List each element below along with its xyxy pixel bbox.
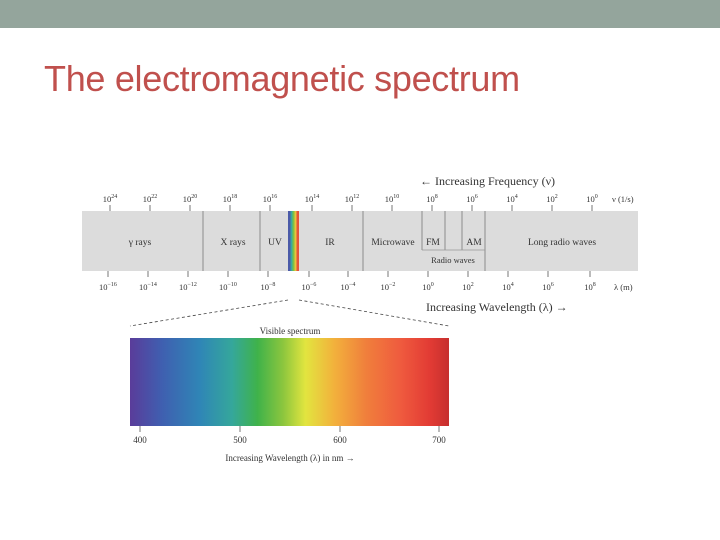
visible-tick-600: 600 — [333, 435, 347, 445]
wl-tick-6: 10−4 — [341, 282, 356, 292]
freq-tick-4: 1016 — [263, 194, 278, 204]
frequency-unit: ν (1/s) — [612, 194, 634, 204]
freq-tick-5: 1014 — [305, 194, 320, 204]
visible-tick-400: 400 — [133, 435, 147, 445]
visible-spectrum-title: Visible spectrum — [260, 326, 321, 336]
zoom-connectors — [129, 299, 450, 327]
visible-ticks: 400 500 600 700 — [133, 435, 446, 445]
wavelength-ticks: 10−16 10−14 10−12 10−10 10−8 10−6 10−4 1… — [99, 282, 633, 292]
wl-tick-0: 10−16 — [99, 282, 117, 292]
region-xray: X rays — [220, 238, 245, 248]
freq-tick-2: 1020 — [183, 194, 198, 204]
wl-tick-12: 108 — [584, 282, 596, 292]
wavelength-tick-marks — [107, 271, 591, 277]
wl-tick-4: 10−8 — [261, 282, 276, 292]
visible-axis-label: Increasing Wavelength (λ) in nm → — [225, 453, 354, 463]
visible-tick-marks — [139, 426, 440, 432]
wl-tick-9: 102 — [462, 282, 474, 292]
frequency-label: ← Increasing Frequency (ν) — [420, 174, 555, 188]
freq-tick-8: 108 — [426, 194, 438, 204]
freq-tick-3: 1018 — [223, 194, 238, 204]
freq-tick-12: 100 — [586, 194, 598, 204]
freq-tick-0: 1024 — [103, 194, 118, 204]
wl-tick-8: 100 — [422, 282, 434, 292]
wl-tick-5: 10−6 — [302, 282, 317, 292]
wl-tick-7: 10−2 — [381, 282, 396, 292]
wl-tick-1: 10−14 — [139, 282, 157, 292]
spectrum-band — [82, 211, 638, 271]
region-fm: FM — [426, 238, 440, 248]
visible-tick-500: 500 — [233, 435, 247, 445]
wl-tick-3: 10−10 — [219, 282, 237, 292]
freq-tick-7: 1010 — [385, 194, 400, 204]
region-uv: UV — [268, 238, 282, 248]
wl-tick-2: 10−12 — [179, 282, 197, 292]
freq-tick-10: 104 — [506, 194, 518, 204]
freq-tick-6: 1012 — [345, 194, 360, 204]
freq-tick-11: 102 — [546, 194, 558, 204]
region-am: AM — [466, 238, 482, 248]
region-ir: IR — [325, 238, 335, 248]
visible-spectrum-bar — [130, 338, 449, 426]
frequency-ticks: 1024 1022 1020 1018 1016 1014 1012 1010 … — [103, 194, 634, 204]
wl-tick-11: 106 — [542, 282, 554, 292]
visible-sliver — [288, 211, 299, 271]
wl-tick-10: 104 — [502, 282, 514, 292]
wavelength-unit: λ (m) — [614, 282, 633, 292]
top-bar — [0, 0, 720, 28]
region-gamma: γ rays — [128, 238, 152, 248]
freq-tick-9: 106 — [466, 194, 478, 204]
region-dividers — [202, 211, 486, 271]
region-radio-waves: Radio waves — [431, 255, 475, 265]
region-labels: γ rays X rays UV IR Microwave FM AM Long… — [128, 238, 597, 265]
wavelength-label: Increasing Wavelength (λ) → — [426, 300, 568, 314]
region-long-radio: Long radio waves — [528, 238, 596, 248]
visible-tick-700: 700 — [432, 435, 446, 445]
region-microwave: Microwave — [371, 238, 414, 248]
frequency-tick-marks — [109, 205, 593, 211]
slide-title: The electromagnetic spectrum — [44, 58, 520, 99]
freq-tick-1: 1022 — [143, 194, 158, 204]
